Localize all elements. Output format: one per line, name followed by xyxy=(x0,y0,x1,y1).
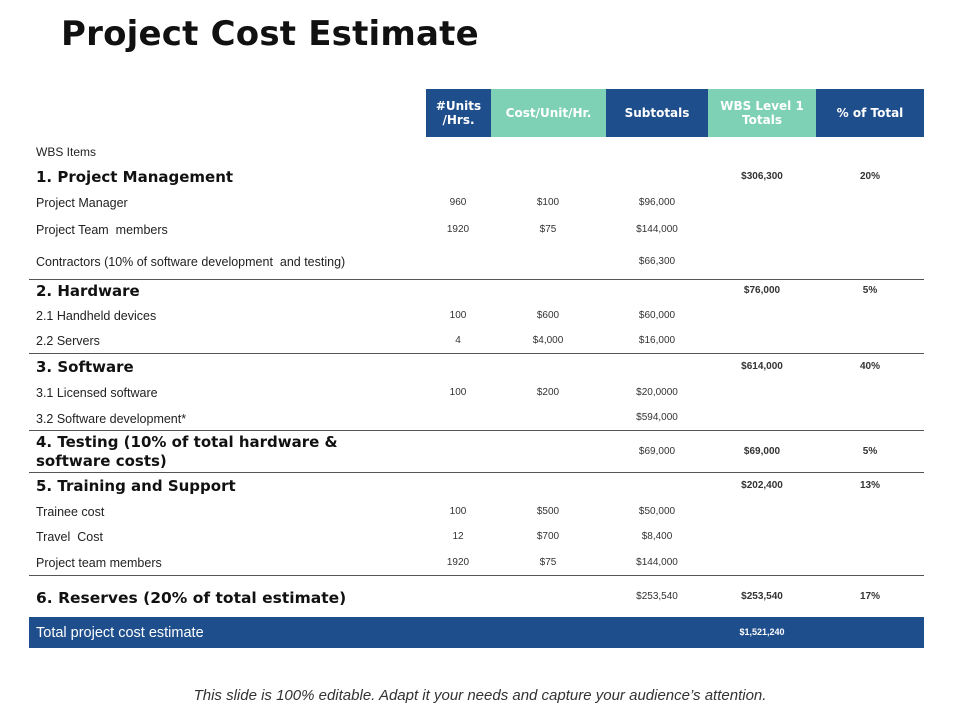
row-label: Project Team members xyxy=(36,223,168,237)
section-title-line2: software costs) xyxy=(36,452,167,470)
section-title: 2. Hardware xyxy=(36,282,140,300)
row-subtotal: $16,000 xyxy=(638,335,676,346)
row-units: 1920 xyxy=(446,224,470,235)
footer-note: This slide is 100% editable. Adapt it yo… xyxy=(193,687,767,704)
row-cost: $100 xyxy=(536,197,560,208)
header-subtotals: Subtotals xyxy=(606,89,708,137)
wbs-total: $614,000 xyxy=(741,361,783,372)
row-divider xyxy=(29,430,924,431)
wbs-total: $306,300 xyxy=(741,171,783,182)
page-title: Project Cost Estimate xyxy=(61,14,479,54)
row-subtotal: $60,000 xyxy=(638,310,676,321)
row-cost: $200 xyxy=(536,387,560,398)
row-subtotal: $20,0000 xyxy=(636,387,678,398)
row-subtotal: $144,000 xyxy=(636,224,678,235)
row-units: 4 xyxy=(455,335,461,346)
row-divider xyxy=(29,575,924,576)
section-title: 1. Project Management xyxy=(36,168,234,186)
row-subtotal: $253,540 xyxy=(636,591,678,602)
row-label: 3.2 Software development* xyxy=(36,412,187,426)
row-divider xyxy=(29,353,924,354)
row-subtotal: $66,300 xyxy=(638,256,676,267)
wbs-items-label: WBS Items xyxy=(36,145,97,159)
wbs-total: $202,400 xyxy=(741,480,783,491)
row-cost: $75 xyxy=(539,557,557,568)
row-subtotal: $594,000 xyxy=(636,412,678,423)
percent-of-total: 5% xyxy=(862,446,878,457)
header-percent: % of Total xyxy=(816,89,924,137)
row-cost: $700 xyxy=(536,531,560,542)
row-cost: $500 xyxy=(536,506,560,517)
header-units: #Units /Hrs. xyxy=(426,89,491,137)
row-subtotal: $69,000 xyxy=(638,446,676,457)
row-units: 12 xyxy=(452,531,464,542)
row-divider xyxy=(29,472,924,473)
row-cost: $75 xyxy=(539,224,557,235)
row-units: 1920 xyxy=(446,557,470,568)
section-title: 6. Reserves (20% of total estimate) xyxy=(36,589,347,607)
row-units: 100 xyxy=(449,310,467,321)
row-label: 2.2 Servers xyxy=(36,334,100,348)
row-label: Travel Cost xyxy=(36,530,103,544)
row-label: Trainee cost xyxy=(36,505,105,519)
header-cost: Cost/Unit/Hr. xyxy=(491,89,606,137)
row-subtotal: $144,000 xyxy=(636,557,678,568)
total-label: Total project cost estimate xyxy=(36,625,204,641)
row-divider xyxy=(29,279,924,280)
row-units: 960 xyxy=(449,197,467,208)
wbs-total: $76,000 xyxy=(743,285,781,296)
total-value: $1,521,240 xyxy=(739,627,785,637)
percent-of-total: 20% xyxy=(859,171,881,182)
row-units: 100 xyxy=(449,506,467,517)
total-row: Total project cost estimate $1,521,240 xyxy=(29,617,924,648)
header-wbs-totals: WBS Level 1 Totals xyxy=(708,89,816,137)
percent-of-total: 13% xyxy=(859,480,881,491)
percent-of-total: 5% xyxy=(862,285,878,296)
wbs-total: $69,000 xyxy=(743,446,781,457)
wbs-total: $253,540 xyxy=(741,591,783,602)
row-units: 100 xyxy=(449,387,467,398)
row-label: Project team members xyxy=(36,556,162,570)
row-subtotal: $96,000 xyxy=(638,197,676,208)
row-cost: $600 xyxy=(536,310,560,321)
row-cost: $4,000 xyxy=(532,335,564,346)
percent-of-total: 40% xyxy=(859,361,881,372)
row-label: 3.1 Licensed software xyxy=(36,386,158,400)
row-label: 2.1 Handheld devices xyxy=(36,309,157,323)
section-title: 5. Training and Support xyxy=(36,477,236,495)
row-label: Project Manager xyxy=(36,196,128,210)
row-subtotal: $8,400 xyxy=(641,531,673,542)
row-label: Contractors (10% of software development… xyxy=(36,255,346,269)
percent-of-total: 17% xyxy=(859,591,881,602)
row-subtotal: $50,000 xyxy=(638,506,676,517)
section-title: 3. Software xyxy=(36,358,134,376)
section-title-line1: 4. Testing (10% of total hardware & xyxy=(36,433,338,451)
